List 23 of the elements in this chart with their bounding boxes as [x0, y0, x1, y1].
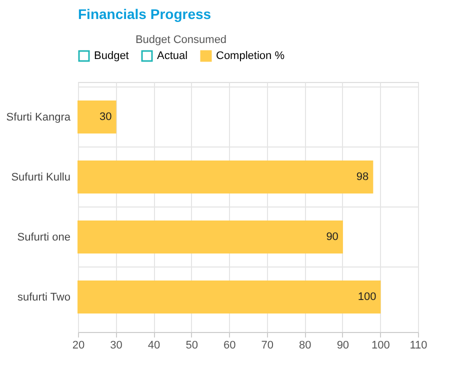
x-tick-label: 80 — [299, 340, 312, 352]
data-label: 100 — [358, 291, 376, 303]
x-tick-label: 50 — [186, 340, 198, 352]
data-label: 90 — [326, 231, 338, 243]
y-tick-label: Sufurti one — [17, 232, 70, 244]
legend-label: Budget — [94, 50, 129, 62]
x-tick-label: 40 — [148, 340, 160, 352]
x-tick-label: 110 — [410, 340, 428, 352]
x-tick-label: 20 — [72, 340, 85, 352]
x-tick-label: 100 — [372, 340, 390, 352]
y-tick-label: Sfurti Kangra — [6, 112, 72, 124]
x-tick-label: 70 — [261, 340, 274, 352]
y-tick-label: sufurti Two — [18, 292, 70, 304]
x-tick-label: 60 — [223, 340, 236, 352]
x-tick-label: 30 — [110, 340, 122, 352]
legend-label: Actual — [157, 50, 188, 62]
legend-label: Completion % — [216, 50, 285, 62]
data-label: 98 — [356, 171, 369, 183]
legend-title: Budget Consumed — [135, 34, 227, 46]
y-tick-label: Sufurti Kullu — [11, 172, 70, 184]
x-tick-label: 90 — [336, 340, 350, 352]
data-label: 30 — [100, 111, 112, 123]
chart-title: Financials Progress — [78, 6, 212, 22]
